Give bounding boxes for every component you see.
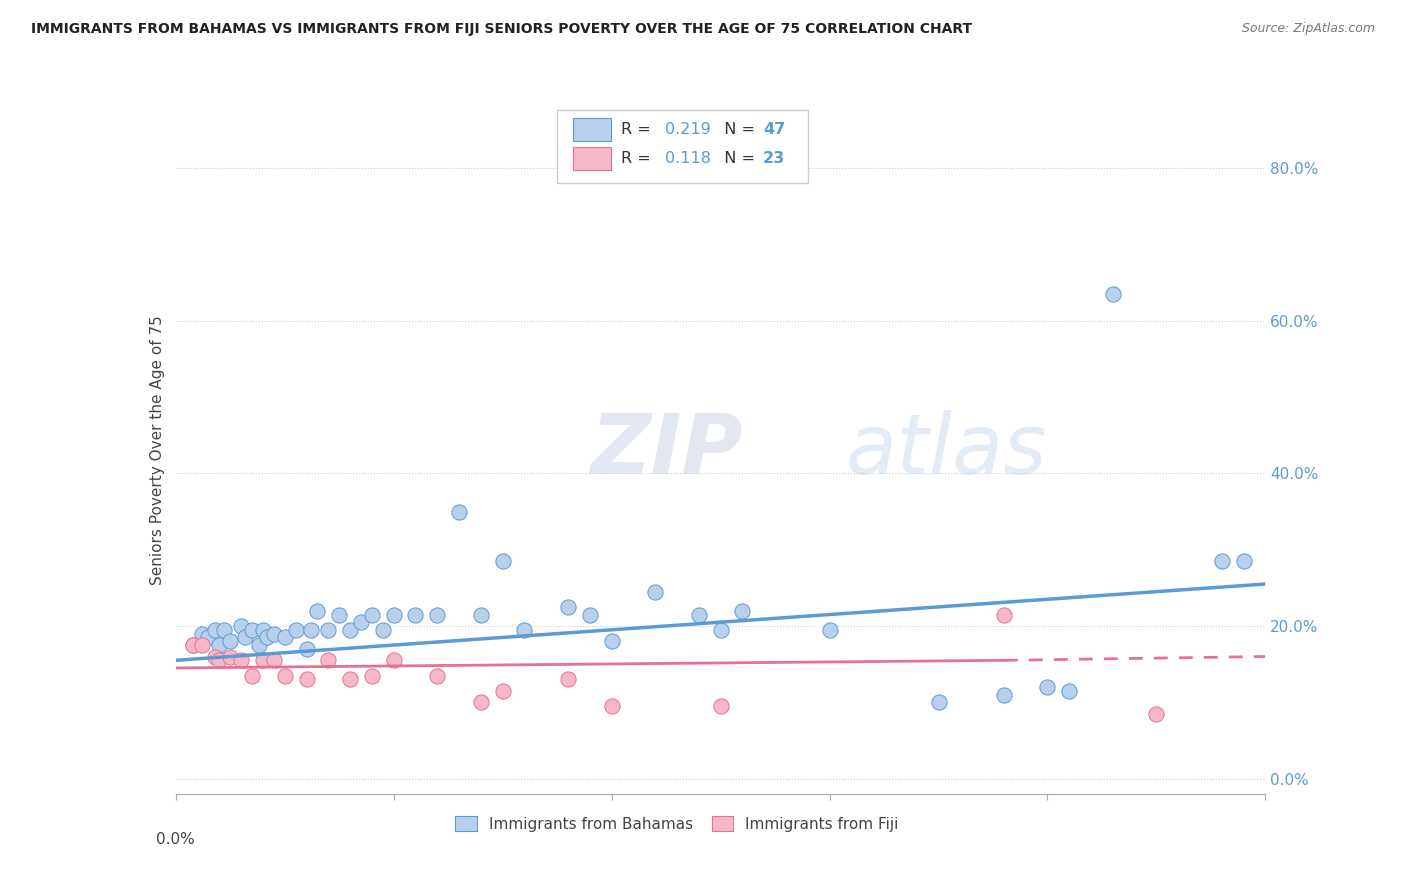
Point (284, 623, 307, 637)
Text: 23: 23 (763, 151, 786, 166)
Point (1144, 706, 1167, 721)
Point (928, 695, 950, 709)
Point (328, 607, 350, 622)
Point (274, 668, 297, 682)
Point (993, 688, 1015, 702)
Point (688, 607, 710, 622)
Point (219, 649, 242, 664)
Point (191, 638, 214, 652)
Point (579, 607, 602, 622)
Point (263, 626, 285, 640)
Point (382, 653, 405, 667)
Point (252, 623, 274, 637)
FancyBboxPatch shape (574, 147, 610, 170)
Point (263, 653, 285, 667)
Point (295, 673, 318, 687)
Text: ZIP: ZIP (591, 410, 742, 491)
Point (307, 604, 329, 618)
Point (191, 626, 214, 640)
Point (212, 623, 235, 637)
Point (492, 683, 515, 698)
Point (731, 604, 754, 618)
Point (208, 638, 231, 652)
Point (240, 668, 263, 682)
Point (208, 653, 231, 667)
Text: 47: 47 (763, 122, 786, 137)
Point (710, 699, 733, 714)
FancyBboxPatch shape (557, 111, 807, 183)
Point (318, 623, 340, 637)
Text: R =: R = (621, 151, 657, 166)
Point (470, 695, 492, 709)
Y-axis label: Seniors Poverty Over the Age of 75: Seniors Poverty Over the Age of 75 (149, 316, 165, 585)
Point (1211, 554, 1233, 568)
Text: R =: R = (621, 122, 657, 137)
Point (360, 607, 382, 622)
Point (299, 623, 322, 637)
Point (339, 673, 361, 687)
Point (513, 623, 536, 637)
Point (600, 699, 623, 714)
Text: 0.219: 0.219 (665, 122, 711, 137)
Point (710, 623, 733, 637)
Point (197, 631, 219, 645)
Point (350, 615, 373, 630)
Point (252, 653, 274, 667)
Point (1057, 683, 1080, 698)
Point (426, 607, 449, 622)
Text: N =: N = (714, 122, 761, 137)
Point (1102, 287, 1125, 301)
Point (371, 623, 394, 637)
Point (405, 607, 427, 622)
Point (219, 634, 242, 648)
Point (1036, 680, 1059, 694)
Point (993, 607, 1015, 622)
Point (274, 631, 297, 645)
Text: 0.118: 0.118 (665, 151, 711, 166)
Point (1232, 554, 1256, 568)
Point (557, 673, 579, 687)
Point (318, 653, 340, 667)
Point (447, 504, 470, 518)
Point (426, 668, 449, 682)
FancyBboxPatch shape (574, 118, 610, 141)
Point (181, 638, 204, 652)
Text: atlas: atlas (846, 410, 1047, 491)
Point (256, 631, 278, 645)
Point (204, 623, 226, 637)
Point (644, 584, 666, 599)
Point (339, 623, 361, 637)
Text: Source: ZipAtlas.com: Source: ZipAtlas.com (1241, 22, 1375, 36)
Point (557, 599, 579, 614)
Point (295, 641, 318, 656)
Text: 0.0%: 0.0% (156, 831, 195, 847)
Point (231, 653, 253, 667)
Point (470, 607, 492, 622)
Legend: Immigrants from Bahamas, Immigrants from Fiji: Immigrants from Bahamas, Immigrants from… (450, 810, 904, 838)
Point (235, 631, 257, 645)
Point (360, 668, 382, 682)
Text: N =: N = (714, 151, 761, 166)
Point (240, 623, 263, 637)
Point (600, 634, 623, 648)
Point (247, 638, 270, 652)
Text: IMMIGRANTS FROM BAHAMAS VS IMMIGRANTS FROM FIJI SENIORS POVERTY OVER THE AGE OF : IMMIGRANTS FROM BAHAMAS VS IMMIGRANTS FR… (31, 22, 972, 37)
Point (492, 554, 515, 568)
Point (181, 638, 204, 652)
Point (231, 619, 253, 633)
Point (818, 623, 841, 637)
Point (204, 649, 226, 664)
Point (382, 607, 405, 622)
